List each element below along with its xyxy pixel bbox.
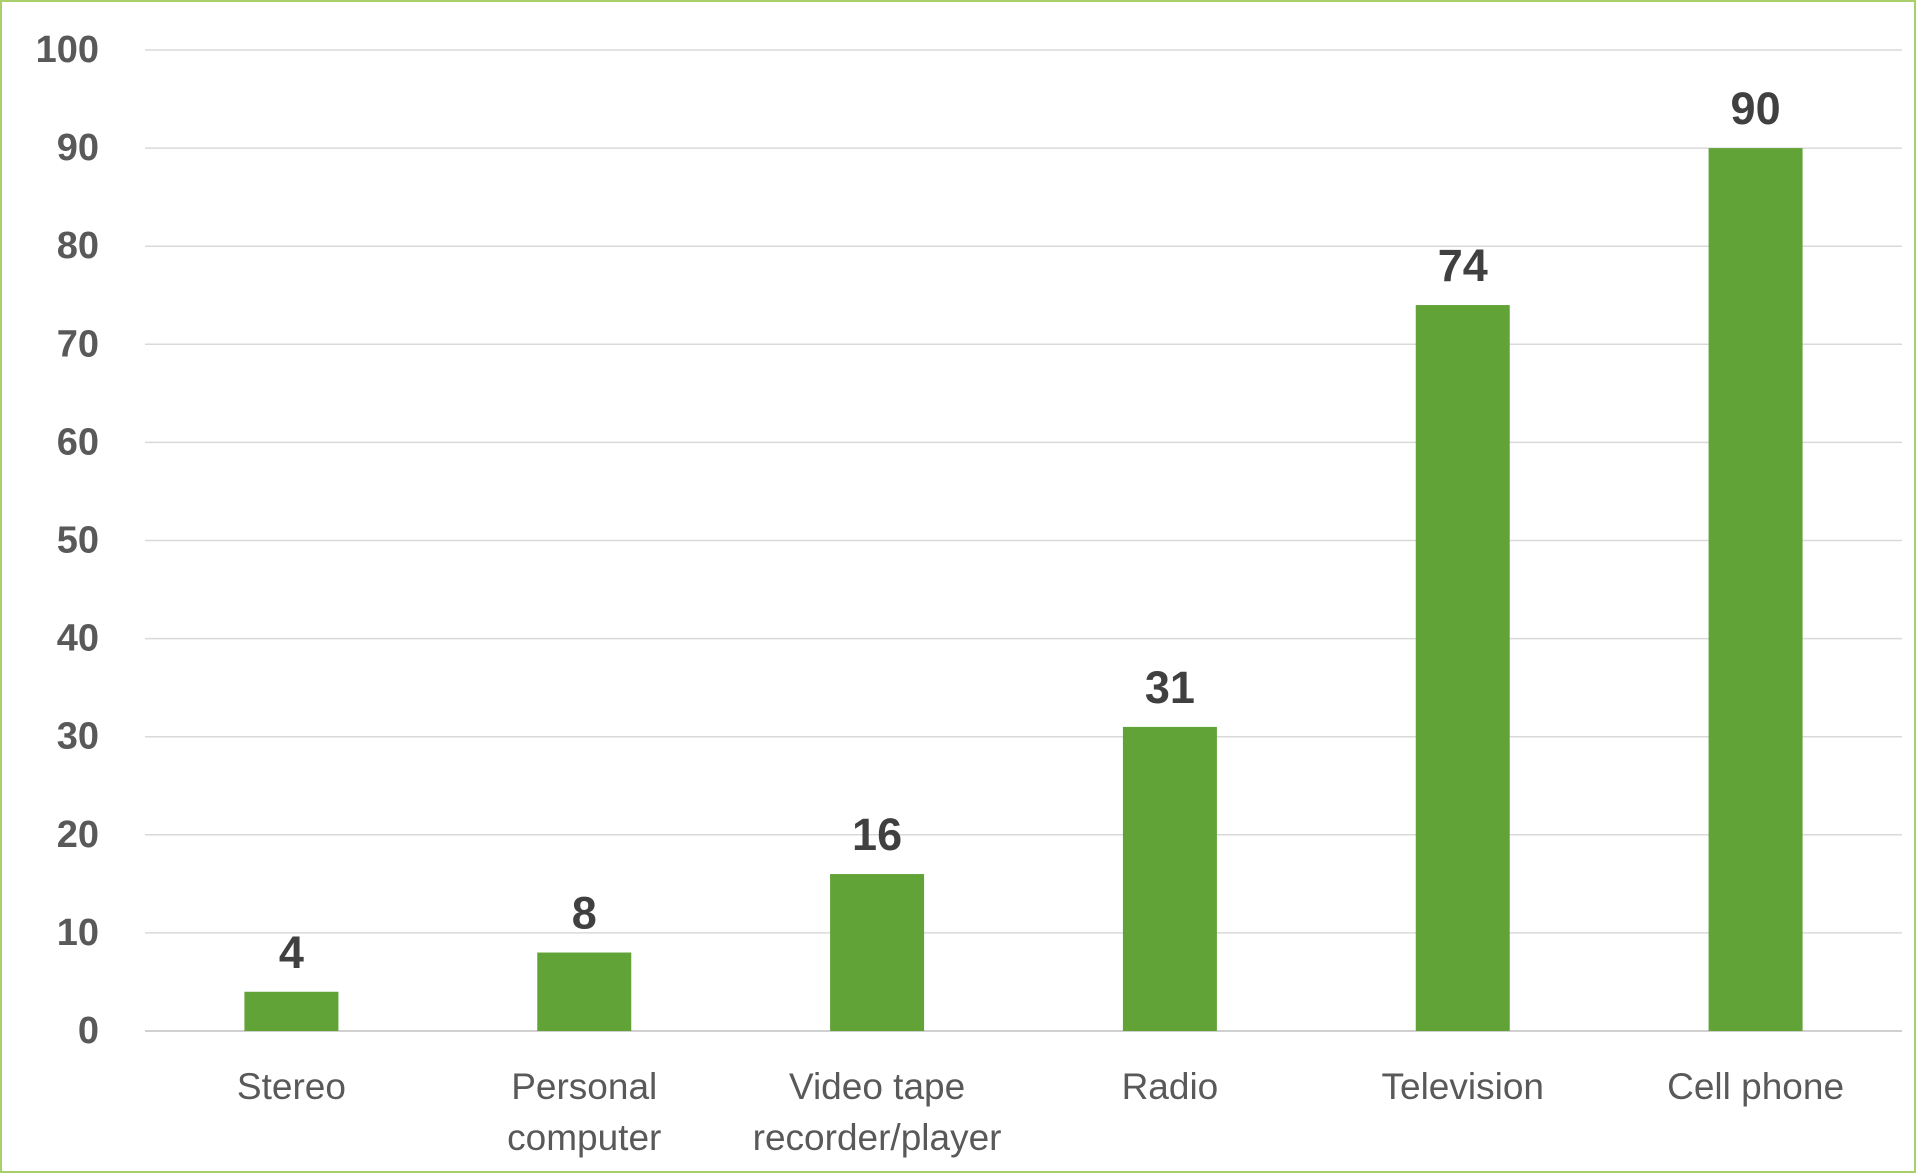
y-tick-label: 20	[57, 814, 99, 856]
y-tick-label: 80	[57, 225, 99, 267]
data-labels: 4 8 16 31 74 90	[279, 83, 1781, 978]
x-axis-ticks: Stereo Personal computer Video tape recorder…	[237, 1066, 1844, 1158]
y-tick-label: 40	[57, 618, 99, 660]
bar	[244, 991, 339, 1031]
y-axis-ticks: 0 10 20 30 40 50 60 70 80 90 100	[36, 29, 99, 1052]
x-tick-label-line: Stereo	[237, 1066, 346, 1107]
x-tick-label: Cell phone	[1667, 1066, 1844, 1107]
data-label: 4	[279, 927, 304, 978]
y-tick-label: 30	[57, 716, 99, 758]
y-tick-label: 10	[57, 912, 99, 954]
gridlines	[145, 49, 1902, 1032]
x-tick-label: Stereo	[237, 1066, 346, 1107]
x-tick-label-line: Radio	[1122, 1066, 1219, 1107]
x-tick-label: Television	[1382, 1066, 1544, 1107]
y-tick-label: 100	[36, 29, 99, 71]
data-label: 90	[1731, 83, 1781, 134]
y-tick-label: 50	[57, 520, 99, 562]
x-tick-label: Radio	[1122, 1066, 1219, 1107]
bar	[1122, 726, 1217, 1031]
y-tick-label: 60	[57, 421, 99, 463]
x-tick-label: Personal computer	[507, 1066, 661, 1158]
data-label: 31	[1145, 662, 1195, 713]
data-label: 74	[1438, 240, 1488, 291]
bar	[537, 952, 632, 1031]
x-tick-label-line: Television	[1382, 1066, 1544, 1107]
x-tick-label-line: recorder/player	[753, 1117, 1002, 1158]
y-tick-label: 90	[57, 127, 99, 169]
bar	[830, 874, 925, 1031]
bar	[1415, 305, 1510, 1031]
data-label: 16	[852, 809, 902, 860]
x-tick-label: Video tape recorder/player	[753, 1066, 1002, 1158]
x-tick-label-line: computer	[507, 1117, 661, 1158]
x-tick-label-line: Video tape	[789, 1066, 965, 1107]
y-tick-label: 0	[78, 1010, 99, 1052]
x-tick-label-line: Personal	[511, 1066, 657, 1107]
bars	[244, 148, 1803, 1032]
bar	[1708, 148, 1803, 1032]
x-tick-label-line: Cell phone	[1667, 1066, 1844, 1107]
y-tick-label: 70	[57, 323, 99, 365]
data-label: 8	[572, 888, 597, 939]
